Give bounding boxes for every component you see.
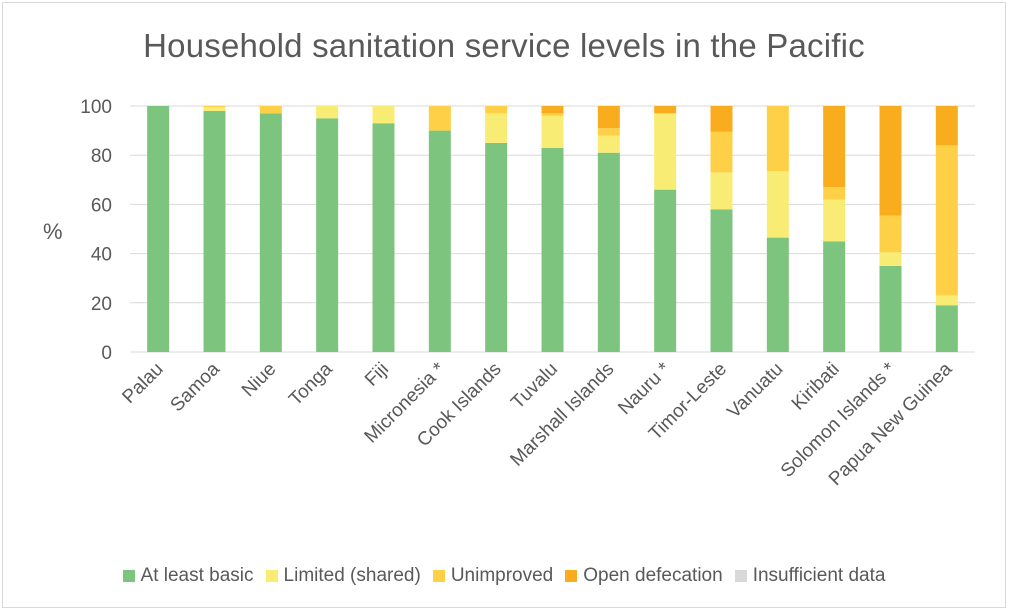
legend-swatch [565, 570, 578, 582]
bar-segment-limited-shared- [597, 135, 620, 153]
y-axis-label: % [43, 219, 63, 244]
legend-swatch [734, 570, 747, 582]
y-tick-label: 80 [91, 146, 112, 167]
bar-segment-at-least-basic [316, 118, 339, 352]
bar-segment-at-least-basic [654, 189, 677, 352]
bar-segment-open-defecation [710, 106, 733, 132]
bar-segment-at-least-basic [766, 237, 789, 352]
bar-segment-unimproved [541, 113, 564, 116]
bar-segment-open-defecation [654, 106, 677, 114]
x-tick-label: Tonga [285, 358, 337, 410]
legend-swatch [265, 570, 278, 582]
y-tick-label: 100 [80, 97, 112, 118]
bar-segment-open-defecation [541, 106, 564, 114]
legend-label: Open defecation [583, 565, 723, 586]
y-tick-label: 0 [101, 343, 112, 364]
bar-segment-unimproved [935, 145, 958, 296]
bar-segment-at-least-basic [823, 241, 846, 352]
legend-item: Unimproved [432, 565, 554, 587]
bar-segment-limited-shared- [372, 106, 395, 124]
bar-segment-limited-shared- [654, 113, 677, 190]
bar-segment-unimproved [597, 128, 620, 136]
bar-segment-at-least-basic [428, 130, 451, 352]
bar-segment-at-least-basic [203, 110, 226, 352]
bar-segment-at-least-basic [597, 152, 620, 352]
legend-label: Insufficient data [752, 565, 886, 586]
bar-segment-limited-shared- [823, 199, 846, 242]
bar-segment-at-least-basic [259, 113, 282, 352]
legend-item: Insufficient data [734, 565, 886, 587]
legend-label: Unimproved [450, 565, 554, 586]
bar-segment-limited-shared- [710, 172, 733, 210]
bar-segment-open-defecation [879, 106, 902, 216]
bar-segment-open-defecation [597, 106, 620, 129]
x-tick-label: Tuvalu [507, 359, 562, 414]
bar-segment-unimproved [259, 106, 282, 114]
bar-segment-limited-shared- [766, 171, 789, 238]
bar-segment-unimproved [485, 106, 508, 114]
bar-segment-at-least-basic [541, 147, 564, 352]
legend-item: At least basic [122, 565, 254, 587]
chart-title: Household sanitation service levels in t… [143, 27, 865, 64]
bar-segment-limited-shared- [935, 295, 958, 306]
y-tick-label: 60 [91, 195, 112, 216]
bar-segment-unimproved [203, 106, 226, 108]
x-tick-label: Fiji [361, 359, 393, 391]
legend-label: Limited (shared) [283, 565, 421, 586]
legend-swatch [122, 570, 135, 582]
legend-label: At least basic [140, 565, 254, 586]
bar-segment-unimproved [766, 106, 789, 172]
bar-segment-at-least-basic [147, 106, 170, 352]
bar-segment-at-least-basic [710, 209, 733, 352]
x-tick-label: Niue [238, 359, 280, 401]
bar-segment-unimproved [823, 187, 846, 200]
y-tick-label: 20 [91, 294, 112, 315]
bar-segment-limited-shared- [541, 115, 564, 148]
bar-segment-at-least-basic [879, 265, 902, 352]
x-tick-label: Marshall Islands [506, 359, 618, 471]
legend-swatch [432, 570, 445, 582]
bar-segment-at-least-basic [935, 305, 958, 352]
legend-item: Limited (shared) [265, 565, 421, 587]
bar-segment-limited-shared- [879, 252, 902, 266]
bar-segment-limited-shared- [203, 107, 226, 111]
bar-segment-unimproved [710, 131, 733, 173]
x-tick-label: Palau [118, 359, 167, 408]
bar-segment-open-defecation [935, 106, 958, 146]
bar-segment-unimproved [428, 106, 451, 131]
y-tick-label: 40 [91, 245, 112, 266]
bar-segment-unimproved [879, 215, 902, 253]
chart-legend: At least basic Limited (shared) Unimproved… [3, 565, 1005, 587]
bar-segment-at-least-basic [485, 142, 508, 352]
legend-item: Open defecation [565, 565, 723, 587]
bar-segment-limited-shared- [485, 113, 508, 143]
bar-segment-at-least-basic [372, 123, 395, 352]
bar-segment-limited-shared- [316, 106, 339, 119]
x-tick-label: Vanuatu [723, 359, 787, 423]
x-tick-label: Samoa [167, 358, 225, 416]
x-tick-label: Kiribati [788, 359, 844, 415]
bar-segment-open-defecation [823, 106, 846, 188]
